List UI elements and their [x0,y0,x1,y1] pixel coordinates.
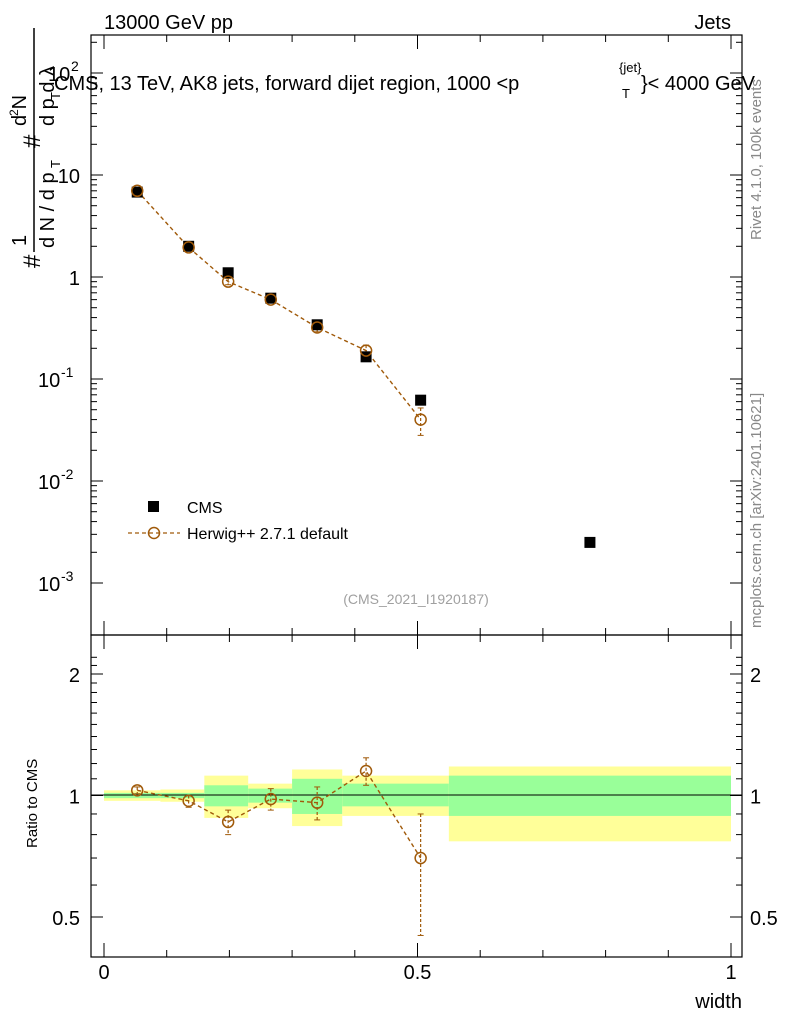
legend: CMS Herwig++ 2.7.1 default [128,500,349,543]
ratio-tick-label: 0.5 [52,908,80,930]
header-left: 13000 GeV pp [104,12,233,34]
y-tick-label: 10 -3 [38,568,74,596]
data-point [415,394,427,406]
y-tick-label: 10 -2 [38,466,74,494]
data-point [584,536,596,548]
ylabel-dn-dpt: d N / d p [37,172,59,248]
legend-mc-marker [147,526,161,540]
ratio-axis-ticks: 0.5 0.5 1 1 2 2 0 0.5 1 [52,635,778,984]
ratio-bands [104,766,731,842]
ylabel-t: T [48,160,63,168]
data-point [131,186,143,198]
x-axis-label: width [694,991,742,1013]
y-tick-base: 10 [48,64,70,86]
y-tick-base: 10 [38,574,60,596]
mc-point [310,321,324,334]
side-rivet: Rivet 4.1.0, 100k events [748,79,765,240]
main-ylabel: # 1 d N / d p T # d N 2 d p d λ T [7,28,63,268]
ratio-tick-label-right: 0.5 [750,908,778,930]
main-series [130,184,596,548]
mc-point [221,275,235,288]
ratio-y-axis-label: Ratio to CMS [24,759,41,848]
ratio-inner-band [104,792,161,799]
mc-point [182,241,195,254]
ylabel-hash1: # [19,254,46,268]
ratio-point [182,794,195,808]
y-tick-exp: -3 [61,568,74,584]
title-sub: T [622,86,630,101]
ratio-tick-label-right: 2 [750,665,761,687]
ratio-point [221,815,235,829]
legend-data-marker [148,501,159,512]
ratio-inner-band [204,785,249,807]
mc-point [359,344,373,357]
x-tick-label: 0 [98,962,109,984]
ratio-tick-label: 2 [69,665,80,687]
title-main: CMS, 13 TeV, AK8 jets, forward dijet reg… [54,73,519,95]
y-tick-base: 10 [38,472,60,494]
y-tick-exp: -2 [61,466,74,482]
ratio-point [130,784,144,797]
ratio-inner-band [448,775,731,816]
mc-point [264,293,278,306]
y-tick-text: 1 [69,268,80,290]
data-point [311,319,323,331]
ylabel-hash2: # [19,134,46,148]
legend-data-label: CMS [187,500,223,517]
data-point [222,267,234,279]
ratio-point [359,764,373,778]
ratio-tick-label: 1 [69,787,80,809]
ratio-inner-band [248,788,293,803]
y-tick-label: 1 [69,268,80,290]
data-point [265,292,277,304]
ratio-point [414,851,427,865]
y-tick-exp: -1 [61,364,74,380]
y-tick-base: 10 [38,370,60,392]
side-mcplots: mcplots.cern.ch [arXiv:2401.10621] [748,393,765,628]
legend-mc-label: Herwig++ 2.7.1 default [187,526,349,543]
y-tick-exp: 2 [71,58,79,74]
ratio-inner-band [160,792,205,799]
y-tick-label: 10 -1 [38,364,74,392]
ratio-series [130,757,427,936]
mc-point [130,184,144,198]
title-sup: {jet} [619,60,642,75]
plot-title: CMS, 13 TeV, AK8 jets, forward dijet reg… [54,60,756,101]
y-tick-label: 10 [58,166,80,188]
ylabel-t2: T [48,92,63,100]
x-tick-label: 1 [725,962,736,984]
ratio-tick-label-right: 1 [750,787,761,809]
ratio-point [264,792,278,806]
ylabel-2: 2 [7,109,21,116]
ylabel-dpt-dl: d p d λ [37,66,59,126]
watermark: (CMS_2021_I1920187) [343,591,489,607]
main-frame [90,34,743,636]
y-tick-label: 10 2 [48,58,79,86]
title-end: }< 4000 GeV [641,73,756,95]
data-point [183,240,195,252]
ylabel-one: 1 [9,235,31,246]
header-right: Jets [694,12,731,34]
y-tick-text: 10 [58,166,80,188]
mc-line [136,190,422,421]
ratio-point [310,796,324,809]
ylabel-d2n: d N [9,95,31,126]
x-tick-label: 0.5 [404,962,432,984]
mc-point [414,413,427,426]
